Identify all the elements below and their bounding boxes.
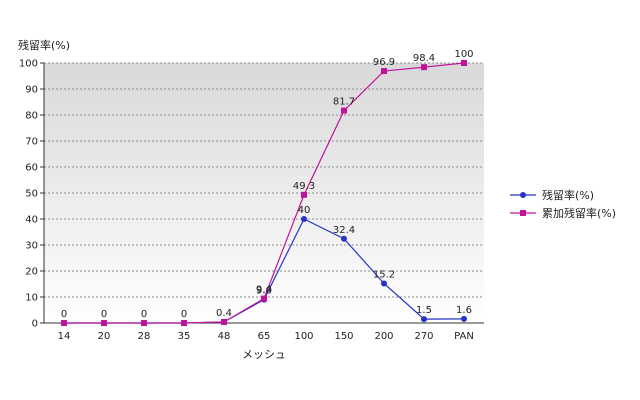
series-0-label-150: 32.4 <box>333 225 355 236</box>
series-1-point-150 <box>341 107 347 114</box>
series-0-label-PAN: 1.6 <box>456 305 472 316</box>
x-tick-label-100: 100 <box>294 331 313 342</box>
y-axis-title: 残留率(%) <box>18 38 70 52</box>
series-0-label-14: 0 <box>61 309 67 320</box>
series-1-label-200: 96.9 <box>373 57 395 68</box>
series-0-label-20: 0 <box>101 309 107 320</box>
y-tick-label-20: 20 <box>25 267 38 278</box>
series-0-point-150 <box>341 235 347 242</box>
series-1-label-PAN: 100 <box>454 49 473 60</box>
legend-label-1: 累加残留率(%) <box>542 206 616 220</box>
series-0-point-100 <box>301 216 307 222</box>
series-0-label-200: 15.2 <box>373 269 395 280</box>
series-1-label-150: 81.7 <box>333 97 355 108</box>
y-tick-label-60: 60 <box>25 163 38 174</box>
y-tick-label-90: 90 <box>25 85 38 96</box>
x-axis-ticks: 14 20 28 35 48 65 100 150 200 270 PAN <box>58 331 474 342</box>
y-tick-label-50: 50 <box>25 189 38 200</box>
series-1-point-270 <box>421 64 427 71</box>
series-1-point-35 <box>181 320 187 326</box>
x-tick-label-270: 270 <box>414 331 433 342</box>
series-0-label-48: 0.4 <box>216 308 232 319</box>
x-tick-label-20: 20 <box>98 331 111 342</box>
x-tick-label-14: 14 <box>58 331 71 342</box>
x-tick-label-PAN: PAN <box>454 331 474 342</box>
y-tick-label-30: 30 <box>25 241 38 252</box>
series-0-label-100: 40 <box>298 205 311 216</box>
legend-marker-1 <box>520 210 526 216</box>
series-1-point-200 <box>381 68 387 75</box>
series-0-label-65: 9.0 <box>256 286 272 297</box>
series-1-point-20 <box>101 320 107 326</box>
y-tick-label-80: 80 <box>25 111 38 122</box>
series-1-point-48 <box>221 318 227 325</box>
y-tick-label-10: 10 <box>25 293 38 304</box>
series-0-point-PAN <box>461 315 467 322</box>
series-1-point-14 <box>61 320 67 326</box>
y-tick-label-100: 100 <box>19 59 38 70</box>
legend-marker-0 <box>520 192 526 198</box>
series-1-point-PAN <box>461 60 467 66</box>
y-tick-label-70: 70 <box>25 137 38 148</box>
x-tick-label-65: 65 <box>258 331 271 342</box>
series-1-label-270: 98.4 <box>413 53 435 64</box>
series-1-label-100: 49.3 <box>293 181 315 192</box>
x-tick-label-35: 35 <box>178 331 191 342</box>
series-0-label-28: 0 <box>141 309 147 320</box>
x-tick-label-150: 150 <box>334 331 353 342</box>
x-tick-label-28: 28 <box>138 331 151 342</box>
series-1-point-28 <box>141 320 147 326</box>
data-labels: 0 0 0 0 0.4 9.0 40 32.4 15.2 1.5 1.6 9.4 49.3 81.7 96.… <box>61 49 474 320</box>
series-0-label-270: 1.5 <box>416 305 432 316</box>
x-tick-label-200: 200 <box>374 331 393 342</box>
y-tick-label-40: 40 <box>25 215 38 226</box>
x-axis-title: メッシュ <box>242 348 286 361</box>
y-tick-label-0: 0 <box>32 319 38 330</box>
legend-label-0: 残留率(%) <box>542 188 594 202</box>
legend: 残留率(%) 累加残留率(%) <box>510 188 616 220</box>
series-0-point-270 <box>421 316 427 323</box>
series-1-label-65: 9.4 <box>256 285 272 296</box>
series-1-point-65 <box>261 295 267 302</box>
series-0-point-200 <box>381 280 387 287</box>
series-0-label-35: 0 <box>181 309 187 320</box>
grid-lines <box>44 62 484 298</box>
x-tick-label-48: 48 <box>218 331 231 342</box>
series-layer <box>61 60 467 326</box>
y-axis-ticks: 0 10 20 30 40 50 60 70 80 90 100 <box>19 59 44 330</box>
series-1-point-100 <box>301 191 307 198</box>
